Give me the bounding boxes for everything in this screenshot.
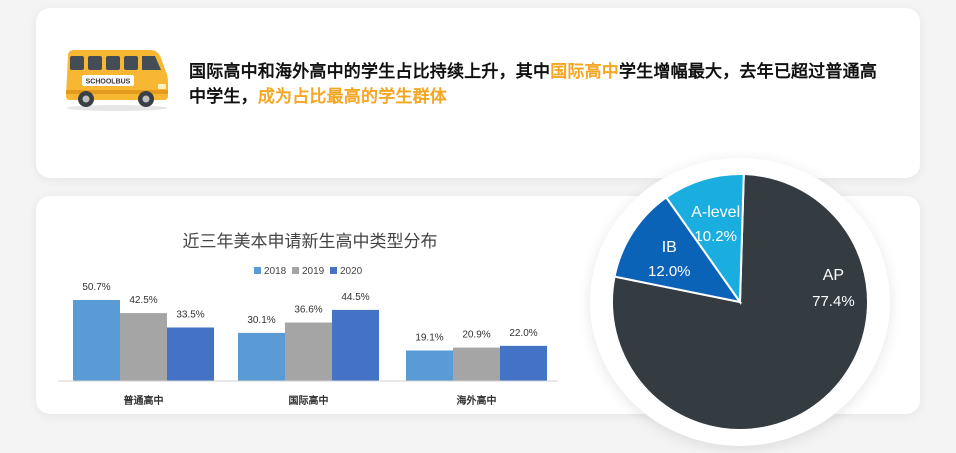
bus-label: SCHOOLBUS [86, 79, 131, 86]
bar-2020-1 [332, 309, 379, 381]
headline-text: 国际高中和海外高中的学生占比持续上升，其中国际高中学生增幅最大，去年已超过普通高… [189, 60, 889, 110]
bar-2020-0 [167, 327, 214, 381]
headline-part2: 学生增幅最大，去年已超过普通高中学生， [189, 62, 878, 107]
pie-slice-alevel [664, 173, 745, 306]
bar-2019-1 [285, 322, 332, 381]
bar-2019-2 [453, 347, 500, 381]
pie-chart: AP 77.4% IB 12.0% A-level 10.2% [611, 173, 869, 431]
pie-label: IB [662, 239, 677, 256]
chart-title: 近三年美本申请新生高中类型分布 [183, 232, 438, 251]
bar-group: 50.7% 42.5% 33.5% 30.1% 36.6% 44.5% 19.1% 20.9%… [73, 282, 547, 381]
bar-value-label: 19.1% [415, 332, 443, 343]
bar-value-label: 44.5% [341, 292, 369, 303]
bar-2020-2 [500, 345, 547, 381]
headline-highlight-largest: 成为占比最高的学生群体 [257, 87, 448, 107]
legend-label: 2020 [340, 266, 363, 277]
headline-part1: 国际高中和海外高中的学生占比持续上升，其中 [189, 62, 551, 82]
legend-label: 2018 [264, 266, 287, 277]
bar-value-label: 22.0% [509, 328, 537, 339]
legend-label: 2019 [302, 266, 325, 277]
bar-chart: 近三年美本申请新生高中类型分布 2018 2019 2020 50.7% 42.5% 3… [58, 232, 558, 407]
category-label: 国际高中 [289, 394, 329, 407]
pie-chart-frame: AP 77.4% IB 12.0% A-level 10.2% [590, 158, 890, 446]
school-bus-icon: SCHOOLBUS [66, 50, 168, 111]
pie-label: AP [823, 267, 844, 284]
category-label: 海外高中 [457, 394, 497, 407]
bar-value-label: 36.6% [294, 305, 322, 316]
pie-value-label: 77.4% [812, 293, 855, 310]
category-label: 普通高中 [124, 394, 164, 407]
pie-label: A-level [691, 204, 740, 221]
bar-2018-2 [406, 350, 453, 381]
bar-value-label: 33.5% [176, 309, 204, 320]
chart-legend: 2018 2019 2020 [254, 266, 363, 277]
legend-swatch [330, 267, 337, 274]
legend-swatch [292, 267, 299, 274]
legend-swatch [254, 267, 261, 274]
headline-highlight-intl: 国际高中 [550, 62, 620, 82]
bar-value-label: 20.9% [462, 330, 490, 341]
category-labels: 普通高中 国际高中 海外高中 [124, 394, 497, 407]
bar-value-label: 42.5% [129, 295, 157, 306]
bar-value-label: 30.1% [247, 315, 275, 326]
bar-value-label: 50.7% [82, 282, 110, 293]
pie-value-label: 12.0% [648, 263, 691, 280]
pie-value-label: 10.2% [694, 228, 737, 245]
bar-2018-1 [238, 332, 285, 381]
bar-2019-0 [120, 313, 167, 381]
pie-slice-ib [613, 195, 743, 304]
bar-2018-0 [73, 300, 120, 381]
headline-card [36, 8, 920, 178]
